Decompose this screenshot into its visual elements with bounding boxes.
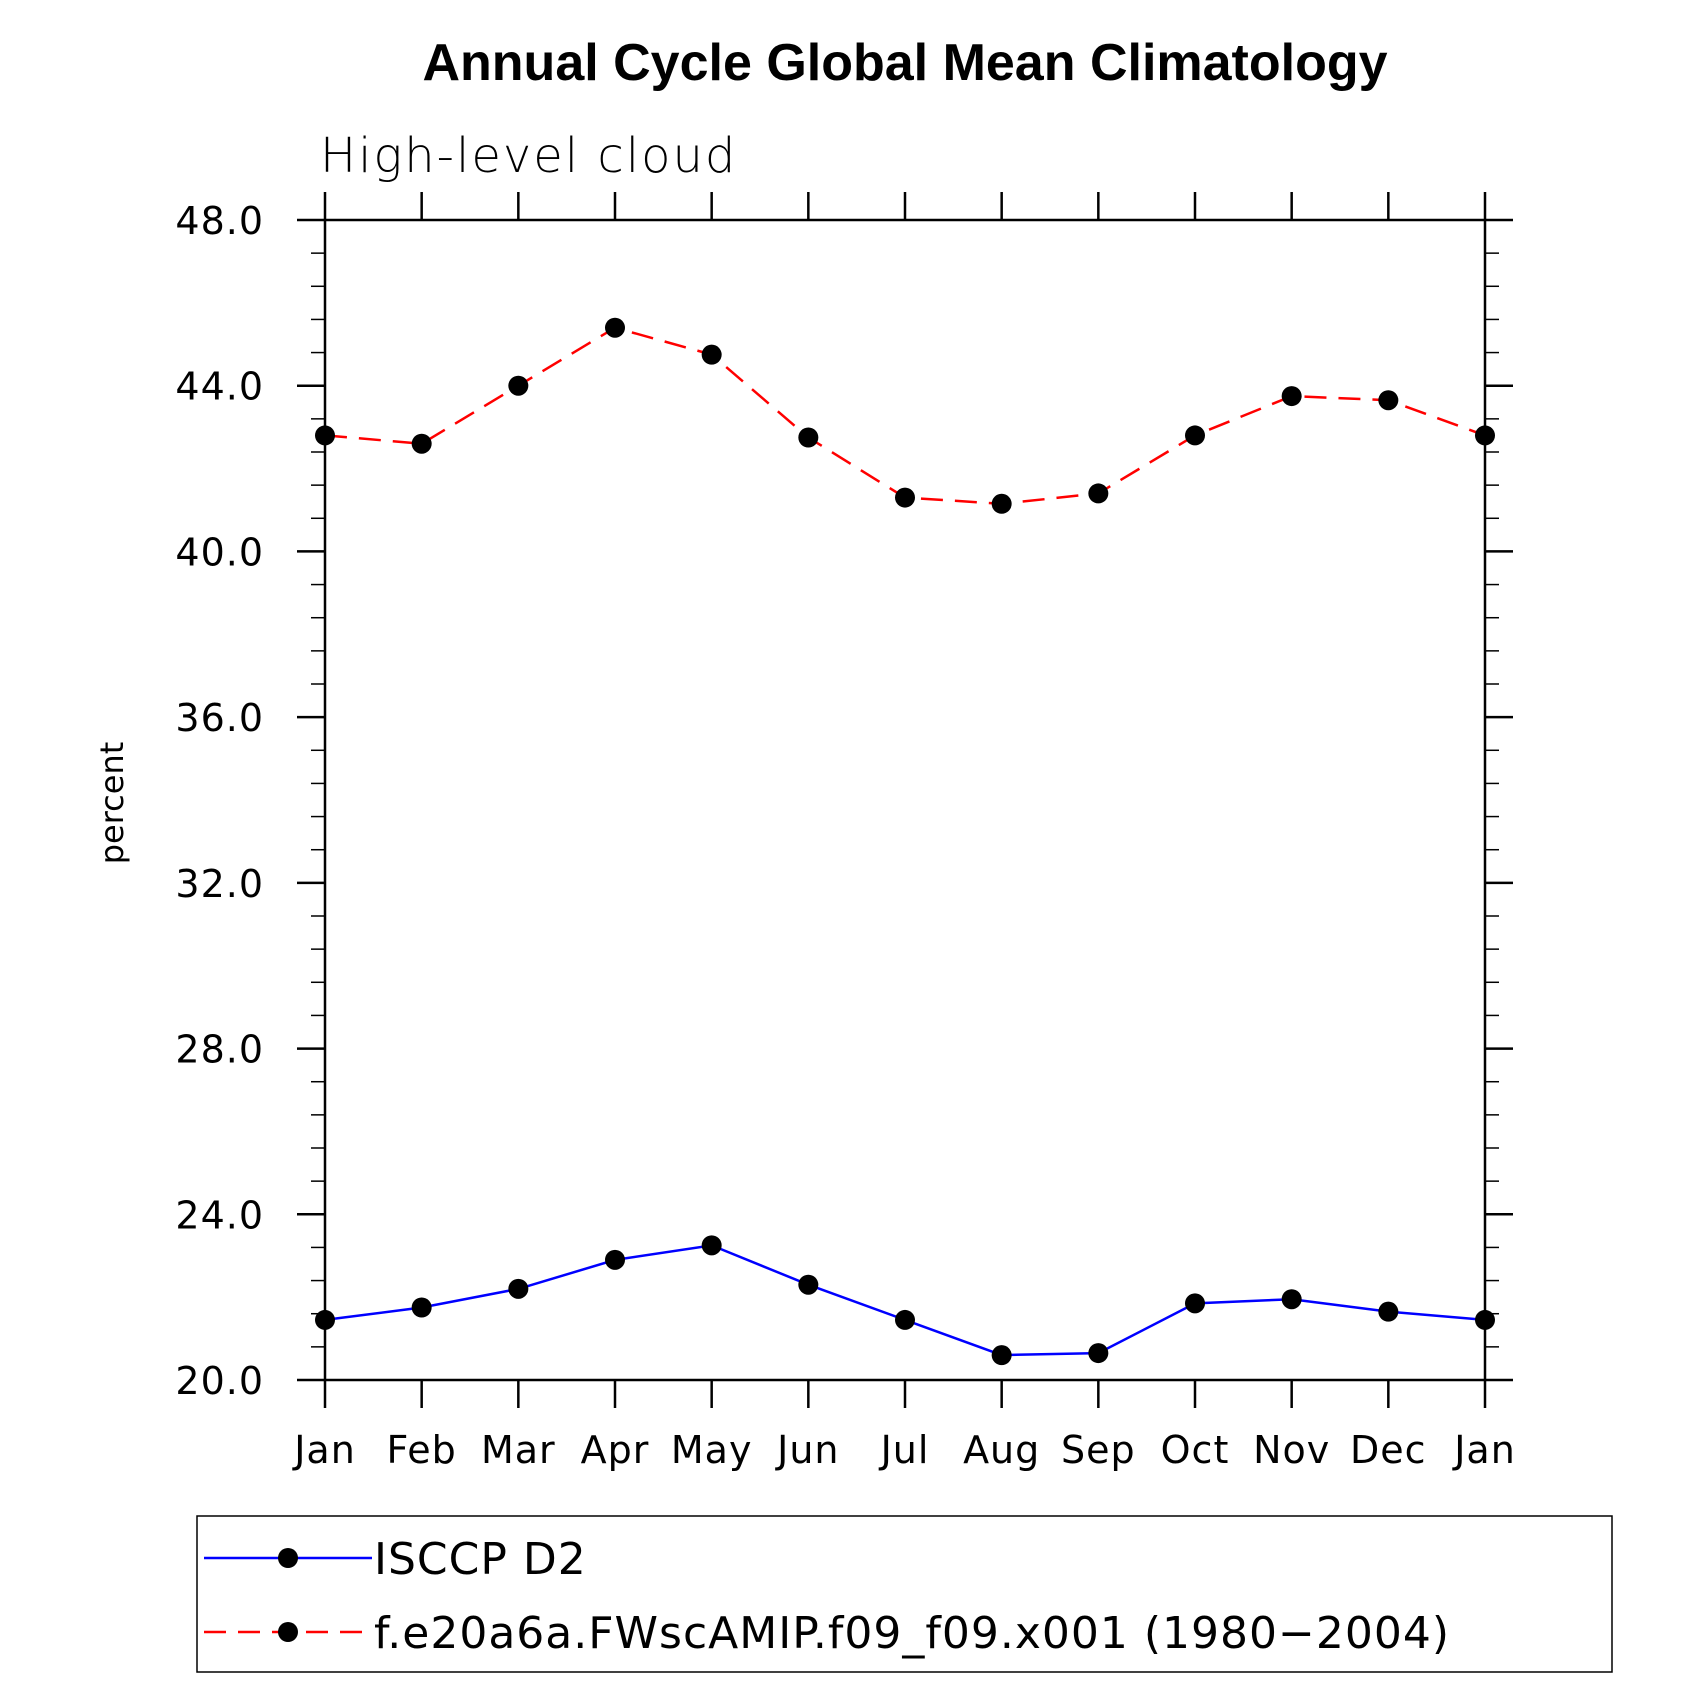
data-point: [701, 1235, 722, 1256]
data-point: [508, 1278, 529, 1299]
data-point: [1378, 1301, 1399, 1322]
data-point: [991, 493, 1012, 514]
data-point: [411, 433, 432, 454]
data-point: [1088, 483, 1109, 504]
data-point: [1281, 1289, 1302, 1310]
data-point: [1185, 425, 1205, 446]
data-point: [895, 1309, 915, 1330]
data-point: [1281, 386, 1302, 407]
x-tick-label: Aug: [963, 1428, 1040, 1472]
x-tick-label: Oct: [1161, 1428, 1230, 1472]
y-tick-label: 40.0: [175, 530, 264, 574]
y-tick-label: 20.0: [175, 1359, 264, 1403]
data-point: [605, 317, 625, 338]
x-tick-label: Jul: [879, 1428, 930, 1472]
y-tick-label: 44.0: [175, 365, 264, 409]
legend: ISCCP D2 f.e20a6a.FWscAMIP.f09_f09.x001 …: [196, 1515, 1613, 1673]
data-point: [1088, 1343, 1109, 1364]
x-tick-label: Jan: [292, 1428, 356, 1472]
legend-marker-isccp: [278, 1548, 298, 1568]
x-tick-label: Apr: [581, 1428, 650, 1472]
data-point: [798, 1274, 819, 1295]
x-tick-label: Mar: [481, 1428, 556, 1472]
legend-label-isccp: ISCCP D2: [374, 1534, 587, 1585]
data-point: [991, 1345, 1012, 1366]
x-tick-label: May: [671, 1428, 753, 1472]
y-axis-title: percent: [93, 742, 131, 865]
series-line-1: [324, 326, 1486, 506]
data-point: [1185, 1293, 1205, 1314]
x-tick-label: Jan: [1452, 1428, 1516, 1472]
data-point: [895, 487, 915, 508]
legend-marker-model: [278, 1622, 298, 1642]
x-tick-label: Dec: [1350, 1428, 1427, 1472]
x-tick-label: Feb: [387, 1428, 457, 1472]
x-tick-label: Jun: [775, 1428, 839, 1472]
axes-layer: Jan Feb Mar Apr May Jun Jul Aug Sep Oct Nov Dec Jan 2…: [175, 192, 1515, 1472]
y-tick-label: 32.0: [175, 862, 264, 906]
series-layer: [315, 317, 1495, 1366]
legend-label-model: f.e20a6a.FWscAMIP.f09_f09.x001 (1980−200…: [374, 1608, 1450, 1659]
chart-title: Annual Cycle Global Mean Climatology: [422, 34, 1387, 92]
data-point: [701, 344, 722, 365]
data-point: [798, 427, 819, 448]
y-tick-label: 24.0: [175, 1193, 264, 1237]
y-tick-label: 28.0: [175, 1028, 264, 1072]
x-tick-label: Nov: [1253, 1428, 1330, 1472]
data-point: [1378, 390, 1399, 411]
plot-frame: [323, 218, 1487, 1382]
y-tick-label: 48.0: [175, 199, 264, 243]
y-tick-label: 36.0: [175, 696, 264, 740]
data-point: [411, 1297, 432, 1318]
data-point: [605, 1249, 625, 1270]
legend-box: [196, 1515, 1613, 1673]
chart-subtitle: High-level cloud: [320, 128, 737, 184]
series-line-0: [324, 1244, 1486, 1357]
data-point: [508, 375, 529, 396]
x-tick-label: Sep: [1061, 1428, 1136, 1472]
